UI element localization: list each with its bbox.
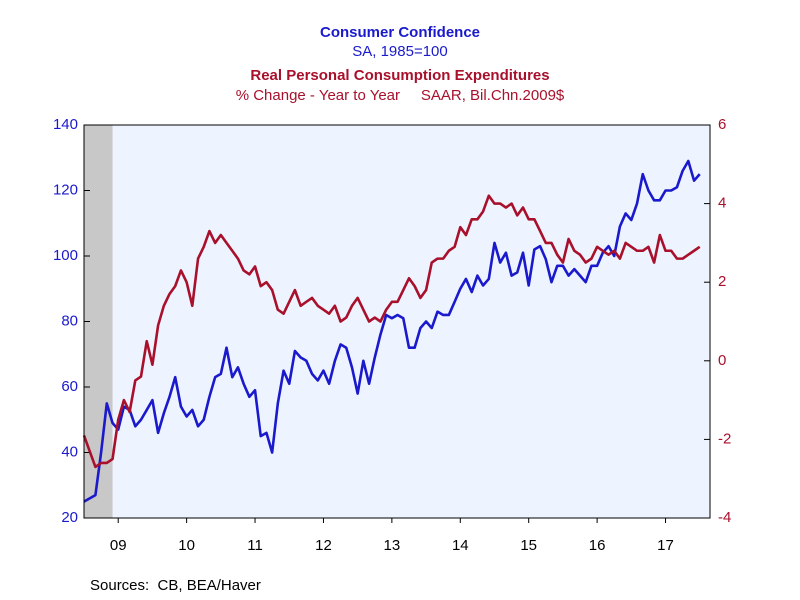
chart-title: Real Personal Consumption Expenditures — [250, 67, 549, 84]
y2-tick-label: 6 — [718, 116, 726, 133]
x-tick-label: 13 — [384, 537, 401, 554]
chart-title: Consumer Confidence — [320, 24, 480, 41]
x-tick-label: 11 — [247, 537, 263, 554]
y2-tick-label: 2 — [718, 273, 726, 290]
x-tick-label: 16 — [589, 537, 606, 554]
y2-tick-label: -2 — [718, 430, 731, 447]
x-tick-label: 12 — [315, 537, 332, 554]
x-tick-label: 14 — [452, 537, 469, 554]
series-line — [82, 194, 701, 469]
source-note: Sources: CB, BEA/Haver — [90, 577, 261, 594]
y-tick-label: 80 — [61, 312, 78, 329]
x-tick-label: 17 — [657, 537, 674, 554]
y-tick-label: 60 — [61, 378, 78, 395]
y-tick-label: 40 — [61, 443, 78, 460]
y2-tick-label: -4 — [718, 509, 731, 526]
plot-border — [83, 124, 711, 519]
x-tick-label: 10 — [178, 537, 195, 554]
y2-tick-label: 4 — [718, 195, 726, 212]
series-line — [83, 159, 701, 503]
plot-area — [84, 125, 710, 518]
y-tick-label: 120 — [53, 181, 78, 198]
y2-tick-label: 0 — [718, 352, 726, 369]
chart-title: SA, 1985=100 — [352, 43, 448, 60]
y-tick-label: 20 — [61, 509, 78, 526]
y-tick-label: 140 — [53, 116, 78, 133]
x-tick-label: 15 — [520, 537, 537, 554]
chart-title: % Change - Year to Year SAAR, Bil.Chn.20… — [236, 87, 565, 104]
y-tick-label: 100 — [53, 247, 78, 264]
x-tick-label: 09 — [110, 537, 127, 554]
